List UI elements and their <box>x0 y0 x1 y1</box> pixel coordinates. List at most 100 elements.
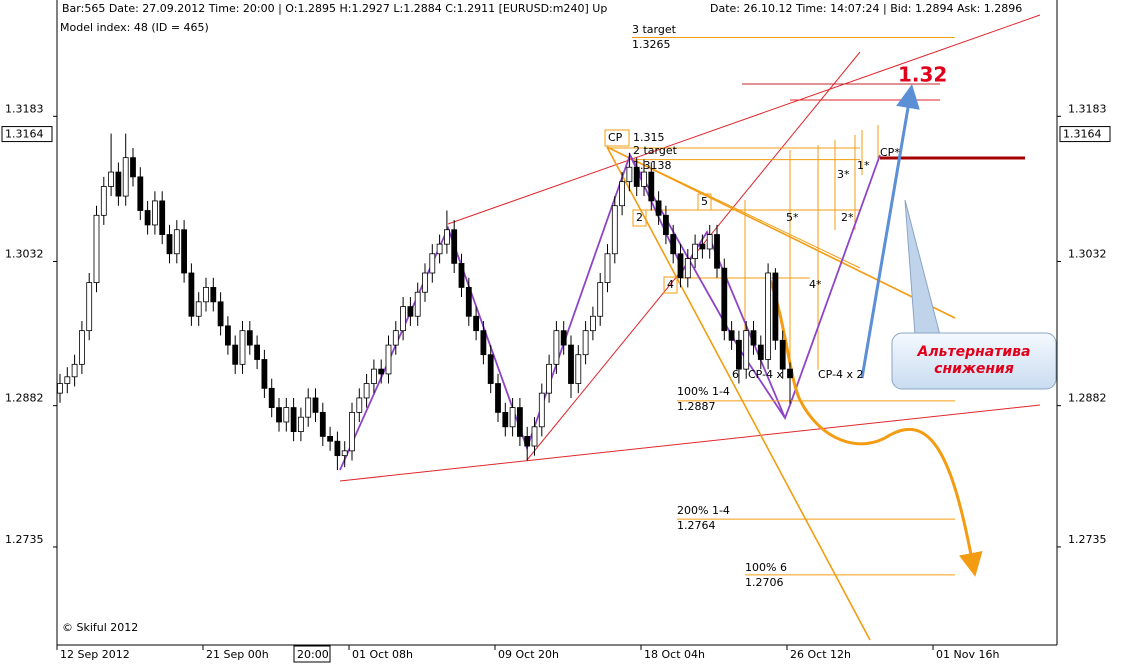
wave-label: CP* <box>880 146 900 159</box>
model-info: Model index: 48 (ID = 465) <box>60 21 209 34</box>
candle-body <box>86 282 93 332</box>
candle-body <box>203 287 209 303</box>
candle-body <box>246 330 253 346</box>
candle-body <box>465 287 472 317</box>
candle-body <box>341 450 348 457</box>
wave-label: 5 <box>701 195 708 208</box>
candle-body <box>115 171 122 197</box>
callout-text: Альтернатива <box>917 344 1031 360</box>
candle-body <box>451 229 458 264</box>
callout-box <box>891 332 1057 390</box>
level-value: 1.3138 <box>633 159 672 172</box>
candle-body <box>546 363 552 394</box>
candle-body <box>93 214 100 284</box>
candle-body <box>757 344 764 360</box>
zigzag <box>629 154 881 420</box>
candle-body <box>392 330 399 346</box>
candle-body <box>495 383 501 413</box>
y-tick-label: 1.3183 <box>5 102 44 115</box>
fan-line <box>606 146 956 319</box>
price-label: 1.3164 <box>1063 128 1102 141</box>
price-box <box>1 126 53 143</box>
target-label: 1.32 <box>898 63 947 87</box>
candle-body <box>502 411 509 428</box>
y-tick-label: 1.2882 <box>5 392 44 405</box>
candle-body <box>370 368 377 384</box>
candle-body <box>582 330 589 356</box>
candle-body <box>166 234 173 255</box>
y-tick-label: 1.2882 <box>1068 392 1107 405</box>
candle-body <box>531 426 538 447</box>
candle-body <box>663 214 669 235</box>
wave-label: 4 <box>667 278 674 291</box>
y-tick-label: 1.2735 <box>5 533 44 546</box>
wave-label: 6 <box>732 368 739 381</box>
y-tick-label: 1.3183 <box>1068 102 1107 115</box>
candle-body <box>356 397 363 413</box>
x-tick-label: 26 Oct 12h <box>790 648 851 661</box>
crosshair-label: 20:00 <box>297 648 329 661</box>
projection-down <box>768 279 983 577</box>
candle-body <box>108 171 114 187</box>
header-right: Date: 26.10.12 Time: 14:07:24 | Bid: 1.2… <box>710 2 1022 15</box>
callout-text: снижения <box>934 361 1014 377</box>
candle-body <box>57 383 63 394</box>
candle-body <box>590 315 596 332</box>
candle-body <box>290 407 297 433</box>
candle-body <box>714 234 720 269</box>
candle-body <box>254 344 261 360</box>
candle-body <box>750 330 757 346</box>
wave-label: CP-4 x 2 <box>818 368 864 381</box>
candle-body <box>319 411 326 437</box>
fan-line <box>606 146 871 641</box>
candle-body <box>670 234 677 255</box>
y-tick-label: 1.3032 <box>5 247 44 260</box>
wave-box <box>663 276 678 294</box>
candle-body <box>239 330 246 365</box>
x-tick-label: 12 Sep 2012 <box>60 648 130 661</box>
level-name: 2 target <box>633 144 678 157</box>
candle-body <box>641 171 647 187</box>
candle-body <box>224 325 231 346</box>
candle-body <box>276 407 282 423</box>
level-value: 1.3265 <box>632 38 671 51</box>
candle-body <box>684 258 691 279</box>
candle-body <box>268 387 275 408</box>
candle-body <box>414 291 421 317</box>
wave-label: 5* <box>786 211 799 224</box>
candle-body <box>560 330 567 346</box>
candle-body <box>626 166 633 183</box>
candle-body <box>79 330 85 365</box>
wave-label: 1* <box>857 159 870 172</box>
candle-body <box>334 440 341 457</box>
candle-body <box>137 176 144 211</box>
candle-body <box>422 272 428 293</box>
candle-body <box>743 330 750 370</box>
candle-body <box>443 229 450 245</box>
candle-body <box>181 229 188 274</box>
candle-body <box>210 287 217 303</box>
candle-body <box>509 407 516 428</box>
candle-body <box>648 171 655 202</box>
candle-body <box>64 376 71 384</box>
level-name: 100% 6 <box>745 561 787 574</box>
level-name: 3 target <box>632 23 677 36</box>
trend-line <box>447 14 1041 225</box>
candle-body <box>400 306 407 332</box>
wave-label: 2* <box>841 211 854 224</box>
candle-body <box>458 262 465 288</box>
candle-body <box>597 282 604 317</box>
candle-body <box>524 436 531 447</box>
trend-line <box>339 404 1041 482</box>
level-name: 200% 1-4 <box>677 504 730 517</box>
candle-body <box>297 416 304 433</box>
candle-body <box>619 181 625 207</box>
candle-body <box>312 397 319 413</box>
candle-body <box>151 200 158 226</box>
candle-body <box>553 330 560 365</box>
candle-body <box>283 407 290 423</box>
candle-body <box>692 243 698 259</box>
candle-body <box>611 205 618 255</box>
candle-body <box>517 407 523 437</box>
wave-label: 4* <box>809 278 822 291</box>
